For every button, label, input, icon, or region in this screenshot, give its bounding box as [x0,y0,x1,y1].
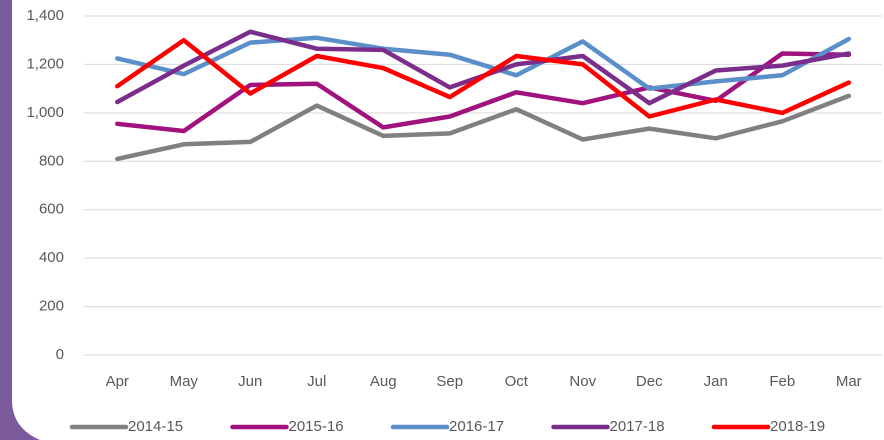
x-tick-label: May [170,373,199,390]
y-tick-label: 800 [39,152,64,169]
x-tick-label: Jun [238,373,262,390]
legend-label: 2016-17 [449,418,504,435]
frame-border [0,0,40,440]
y-tick-label: 200 [39,298,64,315]
legend-label: 2015-16 [289,418,344,435]
series-line [115,51,852,134]
y-tick-label: 600 [39,201,64,218]
legend-label: 2018-19 [770,418,825,435]
series-line [115,29,852,106]
y-tick-label: 0 [56,346,64,363]
y-tick-label: 1,400 [26,7,64,24]
y-tick-label: 400 [39,249,64,266]
series-line [115,37,852,119]
y-tick-label: 1,000 [26,104,64,121]
x-tick-label: Oct [505,373,529,390]
x-tick-label: Dec [636,373,663,390]
y-tick-label: 1,200 [26,55,64,72]
x-tick-label: Aug [370,373,397,390]
series-line [115,35,852,91]
x-tick-label: Feb [769,373,795,390]
x-tick-label: Apr [106,373,129,390]
x-tick-label: Nov [569,373,596,390]
x-tick-label: Jul [307,373,326,390]
legend-label: 2017-18 [610,418,665,435]
legend-label: 2014-15 [128,418,183,435]
series-line [115,93,852,162]
x-tick-label: Jan [704,373,728,390]
x-tick-label: Mar [836,373,862,390]
x-tick-label: Sep [436,373,463,390]
